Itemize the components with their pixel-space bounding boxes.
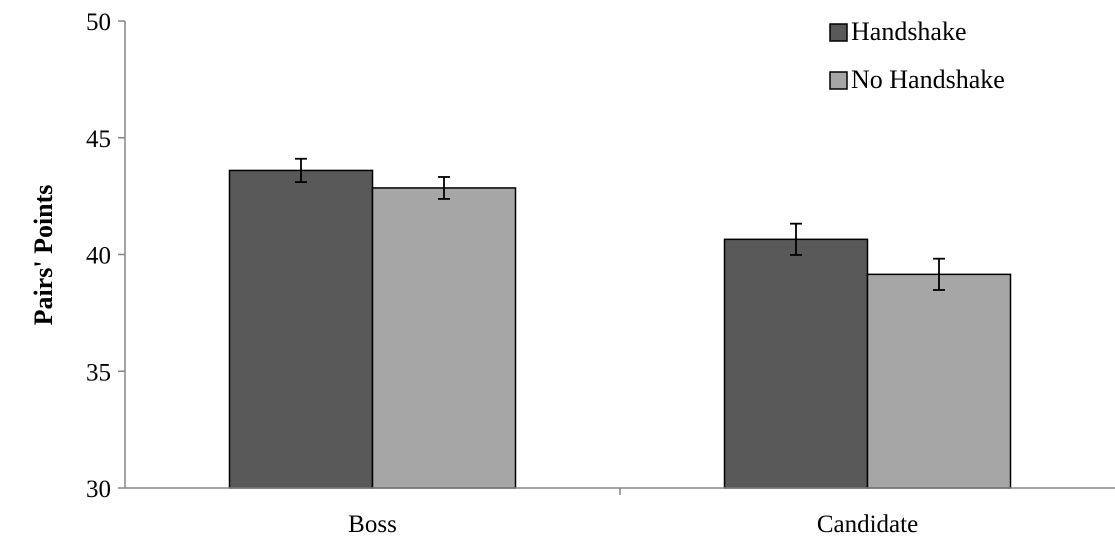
legend-label: No Handshake bbox=[851, 65, 1005, 94]
y-tick-label: 45 bbox=[86, 126, 111, 153]
legend-label: Handshake bbox=[851, 17, 967, 46]
error-bars-layer bbox=[295, 157, 945, 291]
y-tick-label: 30 bbox=[86, 476, 111, 503]
bar-handshake-boss bbox=[228, 169, 374, 489]
legend-swatch bbox=[829, 23, 848, 42]
y-tick-label: 35 bbox=[86, 359, 111, 386]
bars-layer bbox=[228, 169, 1012, 489]
x-ticks: Boss Candidate bbox=[348, 488, 918, 538]
x-category-label: Candidate bbox=[817, 511, 918, 538]
bar-no-handshake-candidate bbox=[866, 273, 1012, 489]
bar-no-handshake-boss bbox=[371, 187, 517, 489]
y-tick-label: 40 bbox=[86, 243, 111, 270]
y-ticks: 30 35 40 45 50 bbox=[86, 9, 125, 503]
y-tick-label: 50 bbox=[86, 9, 111, 36]
y-axis-title: Pairs' Points bbox=[29, 185, 58, 326]
legend: Handshake No Handshake bbox=[829, 17, 1005, 94]
bar-handshake-candidate bbox=[723, 238, 869, 489]
x-category-label: Boss bbox=[348, 511, 397, 538]
legend-swatch bbox=[829, 71, 848, 90]
